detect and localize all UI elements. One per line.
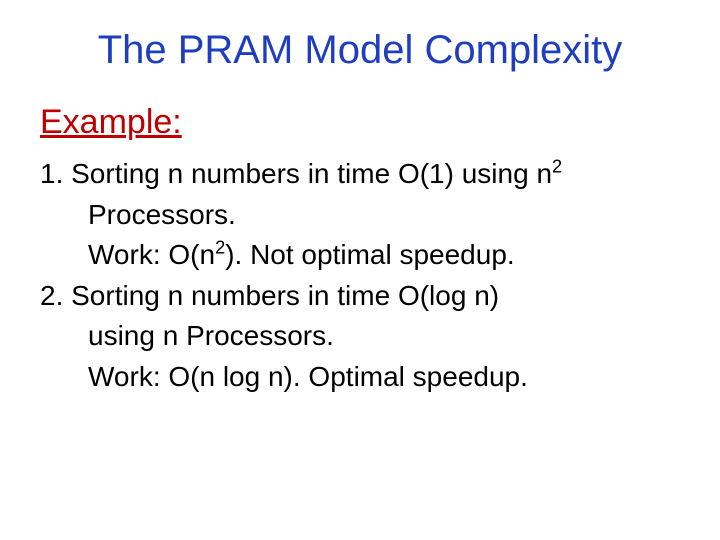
body-content: 1. Sorting n numbers in time O(1) using … — [40, 154, 680, 398]
item-1-line-3-post: ). Not optimal speedup. — [225, 239, 515, 270]
item-2-line-1: 2. Sorting n numbers in time O(log n) — [40, 276, 680, 317]
item-1-line-1-pre: 1. Sorting n numbers in time O(1) using … — [40, 158, 552, 189]
item-2-line-3-pre: Work: O(n log n). Optimal speedup. — [88, 361, 528, 392]
example-heading: Example: — [40, 103, 680, 142]
item-1-line-1: 1. Sorting n numbers in time O(1) using … — [40, 154, 680, 195]
item-2-line-2: using n Processors. — [40, 316, 680, 357]
slide-container: The PRAM Model Complexity Example: 1. So… — [0, 0, 720, 540]
item-1-line-2: Processors. — [40, 195, 680, 236]
item-1-line-3-sup: 2 — [215, 238, 225, 258]
slide-title: The PRAM Model Complexity — [40, 28, 680, 73]
item-1-line-3-pre: Work: O(n — [88, 239, 215, 270]
item-1-line-1-sup: 2 — [552, 157, 562, 177]
item-2-line-1-pre: 2. Sorting n numbers in time O(log n) — [40, 280, 499, 311]
item-1-line-3: Work: O(n2). Not optimal speedup. — [40, 235, 680, 276]
item-2-line-3: Work: O(n log n). Optimal speedup. — [40, 357, 680, 398]
